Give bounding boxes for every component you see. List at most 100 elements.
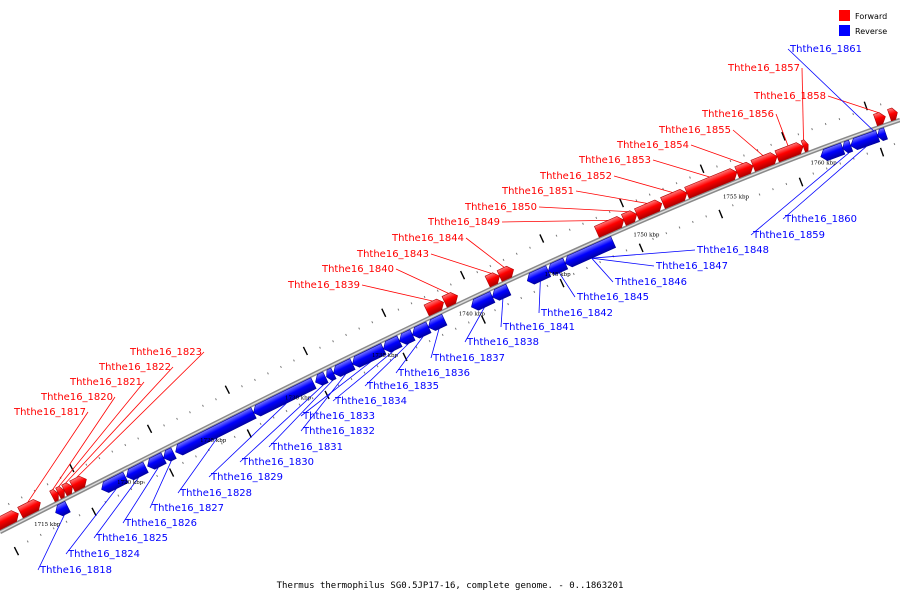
gene-1831[interactable] <box>324 367 337 382</box>
reverse-gene-shape[interactable] <box>313 371 329 388</box>
gene-1830[interactable] <box>313 371 329 388</box>
forward-gene-shape[interactable] <box>660 187 690 209</box>
gene-label-1851[interactable]: Ththe16_1851 <box>501 186 574 197</box>
gene-1860[interactable] <box>876 127 888 142</box>
forward-gene-shape[interactable] <box>49 488 61 503</box>
gene-1823[interactable] <box>69 474 89 493</box>
forward-gene-shape[interactable] <box>593 214 626 238</box>
forward-gene-shape[interactable] <box>873 111 887 127</box>
reverse-gene-shape[interactable] <box>397 329 416 347</box>
gene-1832[interactable] <box>331 358 356 379</box>
gene-label-1821[interactable]: Ththe16_1821 <box>69 377 142 388</box>
gene-label-1845[interactable]: Ththe16_1845 <box>576 292 649 303</box>
gene-1822[interactable] <box>61 481 75 497</box>
gene-label-1828[interactable]: Ththe16_1828 <box>179 488 252 499</box>
gene-label-1850[interactable]: Ththe16_1850 <box>464 202 537 213</box>
reverse-gene-shape[interactable] <box>53 500 71 518</box>
gene-label-1855[interactable]: Ththe16_1855 <box>658 125 731 136</box>
gene-1858b[interactable] <box>887 107 899 122</box>
gene-1839[interactable] <box>423 297 446 317</box>
gene-label-1824[interactable]: Ththe16_1824 <box>67 549 140 560</box>
forward-gene-shape[interactable] <box>887 107 899 122</box>
reverse-gene-shape[interactable] <box>410 321 432 340</box>
gene-label-1846[interactable]: Ththe16_1846 <box>614 277 687 288</box>
gene-label-1860[interactable]: Ththe16_1860 <box>784 214 857 225</box>
gene-label-1840[interactable]: Ththe16_1840 <box>321 264 394 275</box>
reverse-gene-shape[interactable] <box>546 257 569 277</box>
gene-label-1859[interactable]: Ththe16_1859 <box>752 230 825 241</box>
gene-1850[interactable] <box>621 209 639 226</box>
gene-1855[interactable] <box>750 151 779 172</box>
gene-label-1838[interactable]: Ththe16_1838 <box>466 337 539 348</box>
gene-label-1817[interactable]: Ththe16_1817 <box>13 407 86 418</box>
reverse-gene-shape[interactable] <box>819 142 846 162</box>
gene-label-1857[interactable]: Ththe16_1857 <box>727 63 800 74</box>
gene-1854[interactable] <box>734 160 755 179</box>
gene-1853[interactable] <box>684 167 740 199</box>
gene-label-1836[interactable]: Ththe16_1836 <box>397 368 470 379</box>
gene-1818[interactable] <box>53 500 71 518</box>
gene-1828[interactable] <box>173 407 257 457</box>
gene-label-1835[interactable]: Ththe16_1835 <box>366 381 439 392</box>
gene-1836[interactable] <box>410 321 432 340</box>
gene-label-1854[interactable]: Ththe16_1854 <box>616 140 689 151</box>
gene-1817[interactable] <box>17 497 43 519</box>
gene-1824[interactable] <box>99 471 129 495</box>
forward-gene-shape[interactable] <box>621 209 639 226</box>
gene-label-1823[interactable]: Ththe16_1823 <box>129 347 202 358</box>
reverse-gene-shape[interactable] <box>849 130 881 151</box>
forward-gene-shape[interactable] <box>634 198 664 221</box>
gene-1825[interactable] <box>124 461 149 482</box>
forward-gene-shape[interactable] <box>441 290 460 308</box>
gene-1820[interactable] <box>49 488 61 503</box>
forward-gene-shape[interactable] <box>61 481 75 497</box>
reverse-gene-shape[interactable] <box>145 452 167 472</box>
forward-gene-shape[interactable] <box>496 264 516 282</box>
forward-gene-shape[interactable] <box>734 160 755 179</box>
reverse-gene-shape[interactable] <box>173 407 257 457</box>
gene-label-1830[interactable]: Ththe16_1830 <box>241 457 314 468</box>
forward-gene-shape[interactable] <box>55 485 67 500</box>
reverse-gene-shape[interactable] <box>876 127 888 142</box>
gene-label-1820[interactable]: Ththe16_1820 <box>40 392 113 403</box>
gene-label-1849[interactable]: Ththe16_1849 <box>427 217 500 228</box>
gene-label-1839[interactable]: Ththe16_1839 <box>287 280 360 291</box>
gene-label-1843[interactable]: Ththe16_1843 <box>356 249 429 260</box>
gene-label-1822[interactable]: Ththe16_1822 <box>98 362 171 373</box>
gene-label-1841[interactable]: Ththe16_1841 <box>502 322 575 333</box>
gene-label-1847[interactable]: Ththe16_1847 <box>655 261 728 272</box>
forward-gene-shape[interactable] <box>800 139 810 153</box>
gene-1834[interactable] <box>381 335 403 355</box>
forward-gene-shape[interactable] <box>0 508 21 531</box>
gene-1846[interactable] <box>563 236 617 268</box>
gene-1847[interactable] <box>819 142 846 162</box>
reverse-gene-shape[interactable] <box>251 377 317 419</box>
reverse-gene-shape[interactable] <box>563 236 617 268</box>
gene-label-1829[interactable]: Ththe16_1829 <box>210 472 283 483</box>
gene-1826[interactable] <box>145 452 167 472</box>
forward-gene-shape[interactable] <box>17 497 43 519</box>
gene-label-1825[interactable]: Ththe16_1825 <box>95 533 168 544</box>
gene-label-1853[interactable]: Ththe16_1853 <box>578 155 651 166</box>
gene-1842[interactable] <box>525 265 552 287</box>
forward-gene-shape[interactable] <box>774 141 805 163</box>
gene-1849[interactable] <box>593 214 626 238</box>
gene-label-1832[interactable]: Ththe16_1832 <box>302 426 375 437</box>
reverse-gene-shape[interactable] <box>426 313 448 332</box>
gene-1841[interactable] <box>490 283 512 302</box>
reverse-gene-shape[interactable] <box>124 461 149 482</box>
gene-1845[interactable] <box>546 257 569 277</box>
reverse-gene-shape[interactable] <box>490 283 512 302</box>
forward-gene-shape[interactable] <box>484 271 502 288</box>
gene-1835[interactable] <box>397 329 416 347</box>
gene-label-1833[interactable]: Ththe16_1833 <box>302 411 375 422</box>
reverse-gene-shape[interactable] <box>350 343 387 370</box>
reverse-gene-shape[interactable] <box>381 335 403 355</box>
gene-1859[interactable] <box>849 130 881 151</box>
gene-label-1827[interactable]: Ththe16_1827 <box>151 503 224 514</box>
gene-1838[interactable] <box>469 291 496 313</box>
forward-gene-shape[interactable] <box>423 297 446 317</box>
gene-1840[interactable] <box>441 290 460 308</box>
gene-1844[interactable] <box>496 264 516 282</box>
gene-1858[interactable] <box>873 111 887 127</box>
